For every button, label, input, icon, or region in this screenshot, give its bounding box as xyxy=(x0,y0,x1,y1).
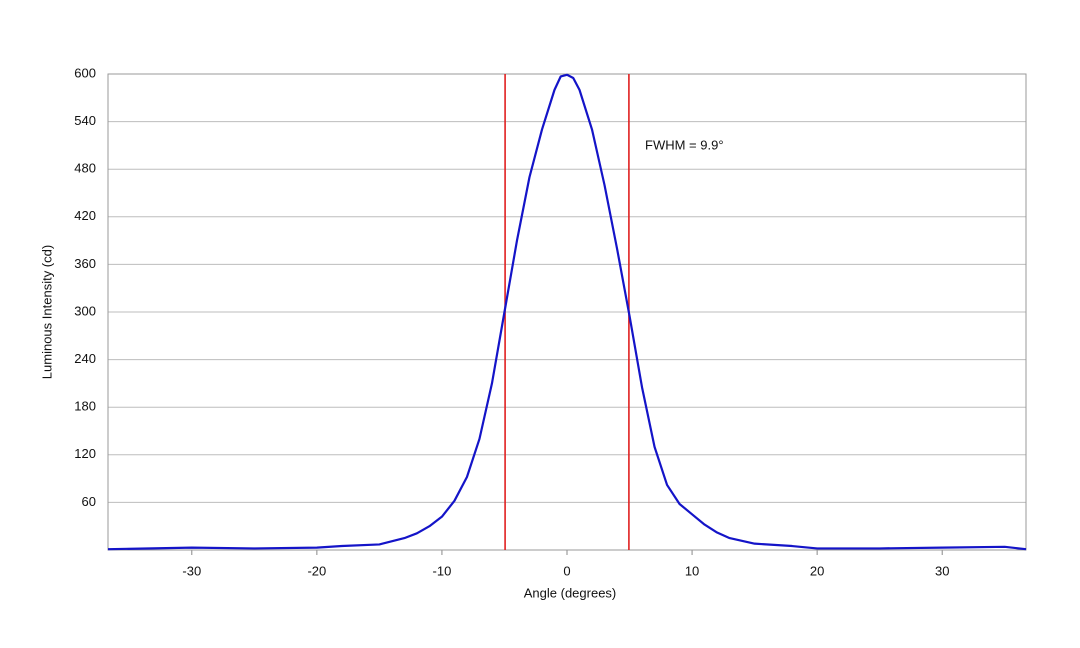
x-tick-label: 20 xyxy=(810,563,824,578)
y-tick-label: 540 xyxy=(74,113,96,128)
x-tick-label: -10 xyxy=(433,563,452,578)
y-tick-label: 240 xyxy=(74,351,96,366)
y-tick-label: 360 xyxy=(74,256,96,271)
y-tick-label: 420 xyxy=(74,208,96,223)
y-tick-label: 120 xyxy=(74,446,96,461)
y-tick-label: 180 xyxy=(74,399,96,414)
y-tick-label: 480 xyxy=(74,161,96,176)
x-tick-label: 0 xyxy=(563,563,570,578)
y-tick-label: 60 xyxy=(82,494,96,509)
data-line xyxy=(107,73,1027,551)
y-axis-label: Luminous Intensity (cd) xyxy=(39,245,54,379)
x-tick-label: -20 xyxy=(307,563,326,578)
x-tick-label: -30 xyxy=(182,563,201,578)
y-tick-label: 300 xyxy=(74,303,96,318)
x-tick-label: 10 xyxy=(685,563,699,578)
x-axis-label: Angle (degrees) xyxy=(524,585,617,600)
x-tick-label: 30 xyxy=(935,563,949,578)
y-tick-label: 600 xyxy=(74,65,96,80)
annotation: FWHM = 9.9° xyxy=(645,137,724,152)
